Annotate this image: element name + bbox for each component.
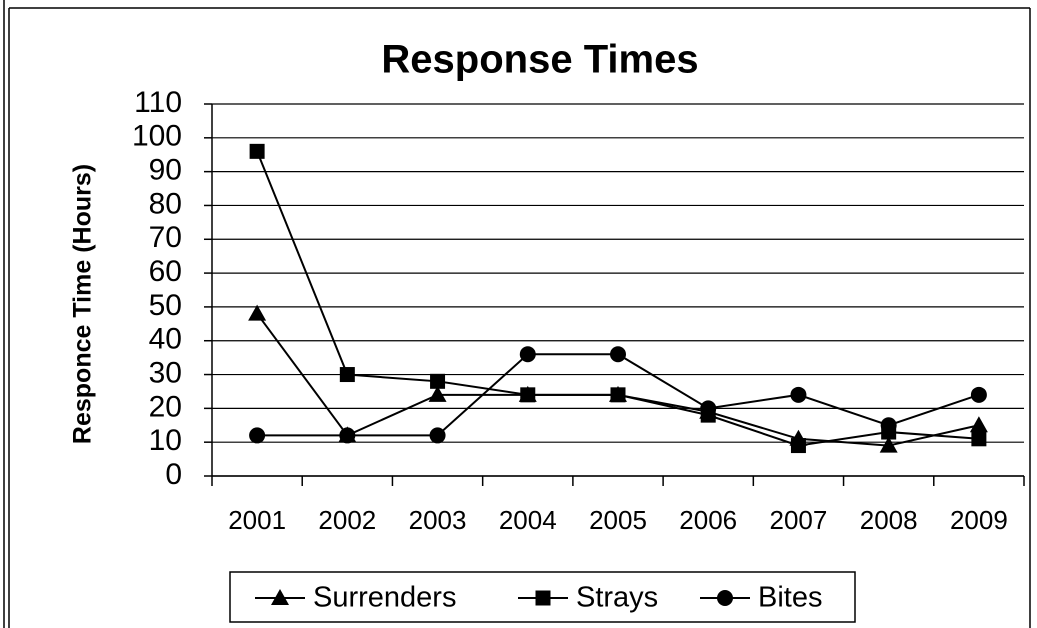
y-tick-label: 50 [149,289,182,322]
legend-marker [535,590,551,606]
data-point [790,386,807,403]
y-tick-label: 40 [149,323,182,356]
data-point [879,436,898,453]
data-point [971,431,987,447]
data-point [249,143,265,159]
data-point [610,387,626,403]
y-tick-label: 30 [149,356,182,389]
chart-title: Response Times [381,38,698,82]
data-point [969,416,988,433]
x-tick-label: 2009 [950,505,1008,535]
data-point [429,427,446,444]
data-point [249,427,266,444]
data-point [520,387,536,403]
y-tick-label: 70 [149,221,182,254]
y-tick-label: 90 [149,154,182,187]
x-tick-label: 2003 [409,505,467,535]
x-tick-label: 2008 [860,505,918,535]
data-point [248,304,267,321]
y-tick-label: 10 [149,424,182,457]
y-tick-label: 110 [134,86,182,119]
legend-label: Surrenders [313,582,456,614]
data-point [610,346,626,363]
y-axis-label: Responce Time (Hours) [69,164,97,444]
data-point [880,417,897,434]
x-tick-label: 2006 [679,505,737,535]
data-point [519,346,536,363]
x-tick-label: 2002 [318,505,376,535]
legend-label: Strays [576,582,658,614]
legend-label: Bites [758,582,822,614]
y-tick-label: 100 [132,120,182,153]
data-point [970,386,987,403]
y-tick-label: 60 [149,255,182,288]
data-point [339,367,355,383]
x-tick-label: 2007 [770,505,828,535]
data-point [790,438,806,454]
x-tick-label: 2005 [589,505,647,535]
y-tick-label: 20 [149,390,182,423]
y-tick-label: 0 [165,458,182,491]
data-point [430,373,446,389]
x-tick-label: 2001 [228,505,286,535]
y-tick-label: 80 [149,187,182,220]
x-tick-label: 2004 [499,505,557,535]
legend-marker [271,589,289,605]
data-point [339,427,356,444]
legend-marker [717,590,733,606]
data-point [428,385,447,402]
data-point [700,400,717,417]
